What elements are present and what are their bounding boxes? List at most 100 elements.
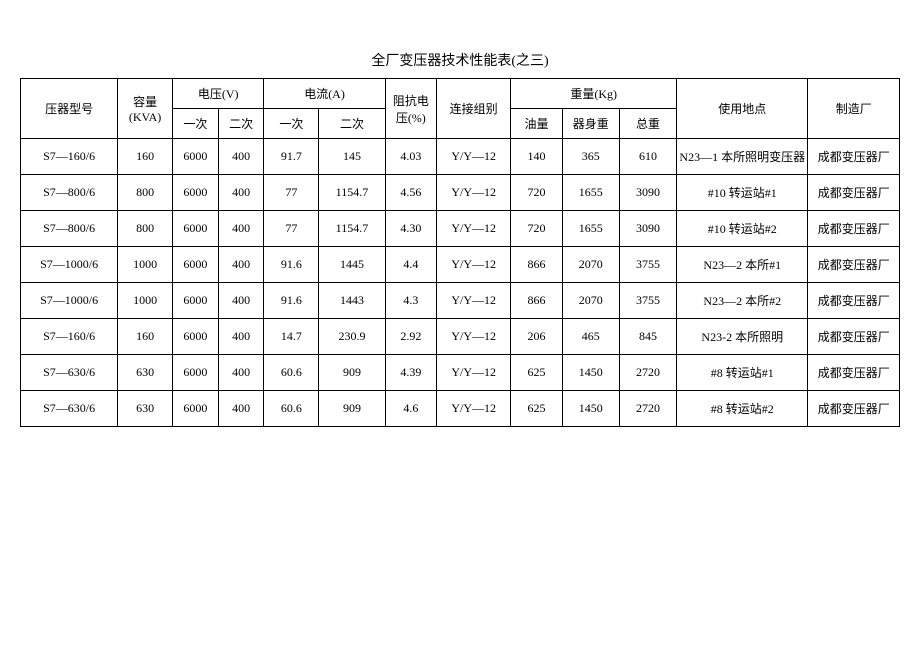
table-row: S7—800/68006000400771154.74.56Y/Y—127201… [21,175,900,211]
header-weight-total: 总重 [619,109,676,139]
cell-v2: 400 [218,139,264,175]
cell-capacity: 630 [118,355,173,391]
cell-mfr: 成都变压器厂 [808,139,900,175]
cell-w1: 206 [511,319,562,355]
cell-w3: 610 [619,139,676,175]
cell-a1: 60.6 [264,355,319,391]
cell-conn: Y/Y—12 [437,283,511,319]
cell-model: S7—160/6 [21,319,118,355]
cell-capacity: 800 [118,175,173,211]
cell-loc: N23—1 本所照明变压器 [677,139,808,175]
header-voltage-primary: 一次 [173,109,219,139]
cell-imp: 4.03 [385,139,436,175]
header-model: 压器型号 [21,79,118,139]
header-current: 电流(A) [264,79,385,109]
cell-w1: 866 [511,283,562,319]
page-title: 全厂变压器技术性能表(之三) [20,50,900,70]
cell-a1: 77 [264,175,319,211]
cell-w1: 140 [511,139,562,175]
cell-v1: 6000 [173,319,219,355]
cell-imp: 4.56 [385,175,436,211]
cell-a2: 230.9 [319,319,385,355]
cell-a1: 14.7 [264,319,319,355]
cell-w3: 3755 [619,283,676,319]
cell-mfr: 成都变压器厂 [808,283,900,319]
cell-capacity: 1000 [118,247,173,283]
cell-w2: 365 [562,139,619,175]
cell-imp: 4.30 [385,211,436,247]
cell-w3: 3090 [619,211,676,247]
cell-a2: 1443 [319,283,385,319]
cell-v1: 6000 [173,139,219,175]
cell-w2: 465 [562,319,619,355]
cell-conn: Y/Y—12 [437,175,511,211]
table-row: S7—800/68006000400771154.74.30Y/Y—127201… [21,211,900,247]
cell-v2: 400 [218,211,264,247]
cell-a2: 1154.7 [319,175,385,211]
cell-imp: 4.4 [385,247,436,283]
cell-capacity: 160 [118,319,173,355]
cell-w3: 3755 [619,247,676,283]
cell-w3: 2720 [619,391,676,427]
cell-model: S7—800/6 [21,211,118,247]
cell-model: S7—800/6 [21,175,118,211]
header-current-primary: 一次 [264,109,319,139]
cell-v1: 6000 [173,175,219,211]
header-weight-body: 器身重 [562,109,619,139]
cell-v2: 400 [218,283,264,319]
cell-w3: 845 [619,319,676,355]
cell-model: S7—1000/6 [21,247,118,283]
header-current-secondary: 二次 [319,109,385,139]
cell-a2: 1445 [319,247,385,283]
table-row: S7—1000/61000600040091.614434.3Y/Y—12866… [21,283,900,319]
cell-w2: 1450 [562,355,619,391]
table-body: S7—160/6160600040091.71454.03Y/Y—1214036… [21,139,900,427]
cell-w1: 625 [511,391,562,427]
header-capacity: 容量 (KVA) [118,79,173,139]
header-impedance: 阻抗电压(%) [385,79,436,139]
cell-loc: #10 转运站#1 [677,175,808,211]
cell-model: S7—160/6 [21,139,118,175]
cell-v2: 400 [218,319,264,355]
cell-a2: 1154.7 [319,211,385,247]
cell-a2: 909 [319,355,385,391]
cell-a1: 77 [264,211,319,247]
cell-capacity: 160 [118,139,173,175]
cell-a2: 909 [319,391,385,427]
cell-v1: 6000 [173,211,219,247]
cell-v2: 400 [218,355,264,391]
cell-mfr: 成都变压器厂 [808,355,900,391]
cell-conn: Y/Y—12 [437,139,511,175]
table-row: S7—630/6630600040060.69094.39Y/Y—1262514… [21,355,900,391]
cell-v2: 400 [218,391,264,427]
cell-loc: #8 转运站#2 [677,391,808,427]
cell-conn: Y/Y—12 [437,319,511,355]
cell-loc: #8 转运站#1 [677,355,808,391]
cell-loc: N23—2 本所#2 [677,283,808,319]
cell-w3: 3090 [619,175,676,211]
cell-w2: 2070 [562,247,619,283]
cell-conn: Y/Y—12 [437,391,511,427]
cell-a1: 91.6 [264,283,319,319]
table-row: S7—1000/61000600040091.614454.4Y/Y—12866… [21,247,900,283]
cell-model: S7—630/6 [21,355,118,391]
cell-mfr: 成都变压器厂 [808,391,900,427]
cell-a1: 91.7 [264,139,319,175]
cell-a1: 60.6 [264,391,319,427]
cell-model: S7—630/6 [21,391,118,427]
header-weight-oil: 油量 [511,109,562,139]
cell-model: S7—1000/6 [21,283,118,319]
cell-v2: 400 [218,175,264,211]
cell-v1: 6000 [173,247,219,283]
cell-w1: 720 [511,175,562,211]
cell-v1: 6000 [173,391,219,427]
cell-imp: 2.92 [385,319,436,355]
cell-a1: 91.6 [264,247,319,283]
cell-mfr: 成都变压器厂 [808,211,900,247]
header-connection: 连接组别 [437,79,511,139]
cell-mfr: 成都变压器厂 [808,175,900,211]
cell-w2: 1655 [562,211,619,247]
cell-mfr: 成都变压器厂 [808,247,900,283]
cell-a2: 145 [319,139,385,175]
table-row: S7—160/6160600040091.71454.03Y/Y—1214036… [21,139,900,175]
